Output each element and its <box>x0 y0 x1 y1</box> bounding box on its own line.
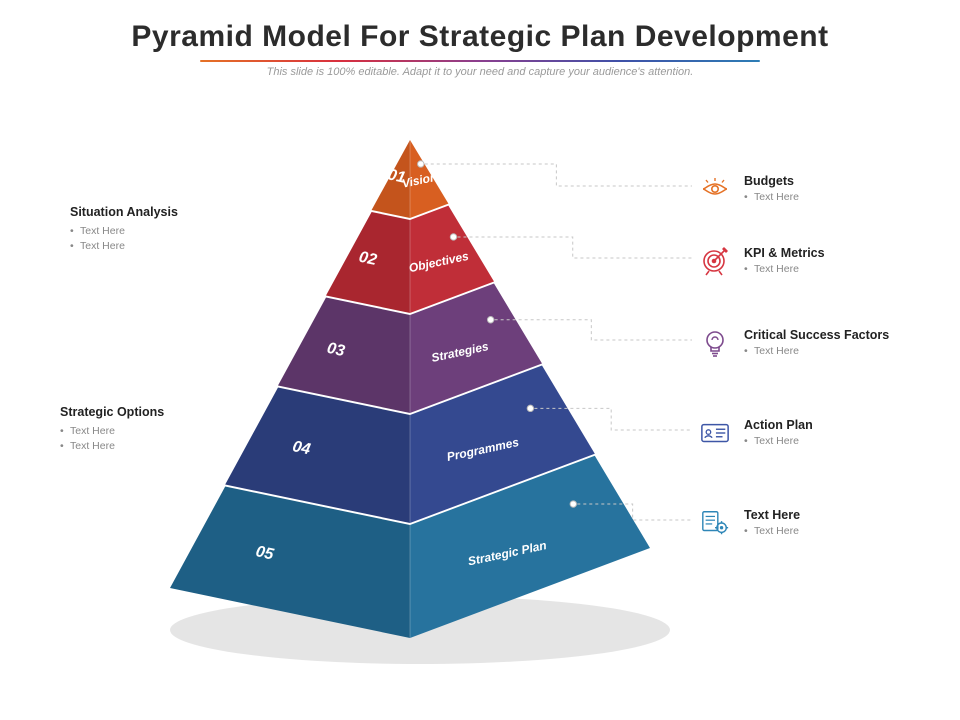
diagram-stage: 01Vision02Objectives03Strategies04Progra… <box>0 90 960 710</box>
right-callout-5-sub: Text Here <box>744 525 800 537</box>
eye-icon <box>700 174 730 204</box>
right-callout-4: Action Plan Text Here <box>700 418 813 448</box>
left-callout-2-bullet: Text Here <box>60 424 280 439</box>
target-icon <box>700 246 730 276</box>
right-callout-3: Critical Success Factors Text Here <box>700 328 889 358</box>
right-callout-1-sub: Text Here <box>744 191 799 203</box>
left-callout-2: Strategic Options Text Here Text Here <box>60 405 280 454</box>
left-callout-1-heading: Situation Analysis <box>70 205 290 221</box>
right-callout-1: Budgets Text Here <box>700 174 799 204</box>
right-callout-2-heading: KPI & Metrics <box>744 246 825 261</box>
left-callout-1: Situation Analysis Text Here Text Here <box>70 205 290 254</box>
right-callout-4-sub: Text Here <box>744 435 813 447</box>
right-callout-1-heading: Budgets <box>744 174 799 189</box>
title-underline <box>200 60 760 62</box>
left-callout-1-bullet: Text Here <box>70 224 290 239</box>
pyramid-svg: 01Vision02Objectives03Strategies04Progra… <box>150 120 670 680</box>
right-callout-3-heading: Critical Success Factors <box>744 328 889 343</box>
pyramid-level-2-number: 02 <box>357 249 378 269</box>
left-callout-1-bullet: Text Here <box>70 239 290 254</box>
bulb-icon <box>700 328 730 358</box>
gear-doc-icon <box>700 508 730 538</box>
right-callout-4-heading: Action Plan <box>744 418 813 433</box>
right-callout-5-heading: Text Here <box>744 508 800 523</box>
right-callout-3-sub: Text Here <box>744 345 889 357</box>
left-callout-2-bullet: Text Here <box>60 439 280 454</box>
right-callout-2: KPI & Metrics Text Here <box>700 246 825 276</box>
right-callout-2-sub: Text Here <box>744 263 825 275</box>
page-subtitle: This slide is 100% editable. Adapt it to… <box>0 66 960 78</box>
pyramid-level-3-number: 03 <box>325 340 346 360</box>
pyramid-level-4-number: 04 <box>291 438 312 458</box>
right-callout-5: Text Here Text Here <box>700 508 800 538</box>
left-callout-2-heading: Strategic Options <box>60 405 280 421</box>
page-title: Pyramid Model For Strategic Plan Develop… <box>0 0 960 54</box>
card-icon <box>700 418 730 448</box>
